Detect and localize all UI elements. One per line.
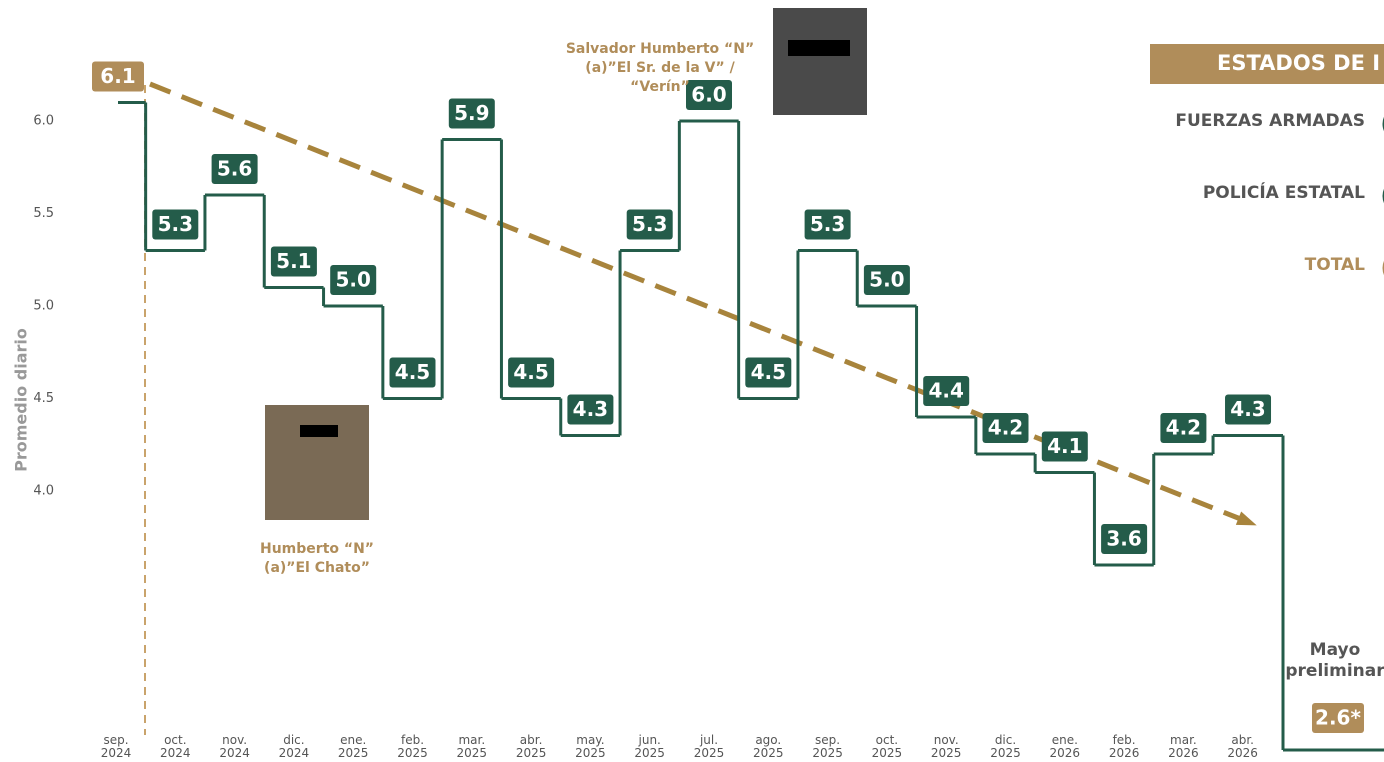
x-tick-label: nov. 2024 [219, 733, 250, 760]
value-label: 5.0 [335, 268, 370, 292]
photo-bar [788, 40, 850, 56]
value-label: 4.3 [573, 397, 608, 421]
x-tick-label: feb. 2026 [1108, 733, 1140, 760]
value-label-box [982, 413, 1029, 443]
value-label: 4.5 [513, 360, 548, 384]
annotation-name: Humberto “N” [260, 541, 374, 557]
value-label: 4.3 [1230, 397, 1265, 421]
x-tick-label: nov. 2025 [930, 733, 962, 760]
x-tick-label: oct. 2025 [871, 733, 903, 760]
x-tick-label: ene. 2026 [1049, 733, 1081, 760]
x-tick-label: ago. 2025 [753, 733, 784, 760]
value-label-box [448, 98, 495, 129]
trend-line [149, 81, 1241, 522]
value-label-box [567, 394, 614, 425]
x-tick-label: jul. 2025 [693, 733, 725, 760]
y-tick-label: 4.5 [33, 391, 54, 406]
x-tick-label: dic. 2025 [990, 733, 1021, 760]
value-label: 5.0 [869, 268, 904, 292]
y-tick-label: 4.0 [33, 484, 54, 499]
trend-arrow [1235, 511, 1257, 526]
value-label: 6.1 [100, 64, 135, 88]
legend-header [1150, 44, 1384, 84]
y-tick-label: 5.5 [33, 206, 54, 221]
x-tick-label: feb. 2025 [397, 733, 428, 760]
x-tick-label: sep. 2024 [100, 733, 132, 760]
value-label: 4.4 [928, 379, 963, 403]
value-label-box [92, 61, 144, 92]
photo [265, 405, 369, 520]
value-label-box [923, 376, 970, 406]
value-label: 6.0 [691, 83, 726, 107]
value-label-box [1101, 524, 1148, 554]
annotation-name: Salvador Humberto “N” [565, 41, 755, 57]
value-label: 4.5 [751, 360, 786, 384]
annotation: Humberto “N” (a)”El Chato” [237, 540, 397, 578]
photo [773, 8, 867, 115]
x-tick-label: jun. 2025 [634, 733, 665, 760]
value-label-box [1225, 394, 1272, 425]
value-label-box [211, 154, 258, 184]
x-tick-label: sep. 2025 [812, 733, 843, 760]
x-tick-label: dic. 2024 [278, 733, 310, 760]
value-label-box [804, 209, 851, 240]
x-tick-label: abr. 2025 [515, 733, 547, 760]
value-label-box [745, 357, 792, 388]
x-tick-label: may. 2025 [575, 733, 606, 760]
y-tick-label: 5.0 [33, 299, 54, 314]
x-tick-label: ene. 2025 [337, 733, 369, 760]
legend-label: POLICÍA ESTATAL [1203, 181, 1365, 203]
annotation-alias: (a)”El Sr. de la V” / “Verín” [585, 60, 735, 95]
value-label-box [1160, 413, 1207, 443]
value-label: 5.1 [276, 249, 311, 273]
y-axis-label: Promedio diario [12, 328, 31, 472]
value-label: 3.6 [1106, 527, 1141, 551]
legend-label: FUERZAS ARMADAS [1175, 111, 1365, 131]
x-tick-label: mar. 2026 [1168, 733, 1199, 760]
value-label-box [1041, 431, 1088, 462]
value-label-box [863, 265, 910, 295]
annotation: Salvador Humberto “N” (a)”El Sr. de la V… [560, 40, 760, 97]
value-label: 4.2 [988, 416, 1023, 440]
photo-bar [300, 425, 338, 437]
x-tick-label: mar. 2025 [456, 733, 488, 760]
value-label-box [389, 357, 436, 388]
legend-label: TOTAL [1305, 255, 1365, 275]
value-label: 5.3 [158, 212, 193, 236]
value-label-box [1312, 703, 1364, 733]
value-label: 5.3 [632, 212, 667, 236]
x-tick-label: oct. 2024 [160, 733, 191, 760]
value-label-box [508, 357, 555, 388]
value-label-box [686, 80, 732, 110]
x-tick-label: abr. 2026 [1227, 733, 1258, 760]
value-label-box [626, 209, 673, 240]
value-label-box [152, 209, 199, 240]
value-label: 4.5 [395, 360, 430, 384]
annotation-alias: (a)”El Chato” [264, 560, 370, 576]
value-label: 2.6* [1315, 706, 1361, 730]
value-label: 5.9 [454, 101, 489, 125]
value-label: 5.6 [217, 157, 252, 181]
value-label-box [330, 265, 377, 295]
category-label: Mayo preliminar [1285, 640, 1384, 681]
value-label: 5.3 [810, 212, 845, 236]
legend-title: ESTADOS DE I [1217, 51, 1380, 75]
value-label-box [270, 246, 317, 277]
y-tick-label: 6.0 [33, 114, 54, 129]
value-label: 4.1 [1047, 434, 1082, 458]
value-label: 4.2 [1166, 416, 1201, 440]
